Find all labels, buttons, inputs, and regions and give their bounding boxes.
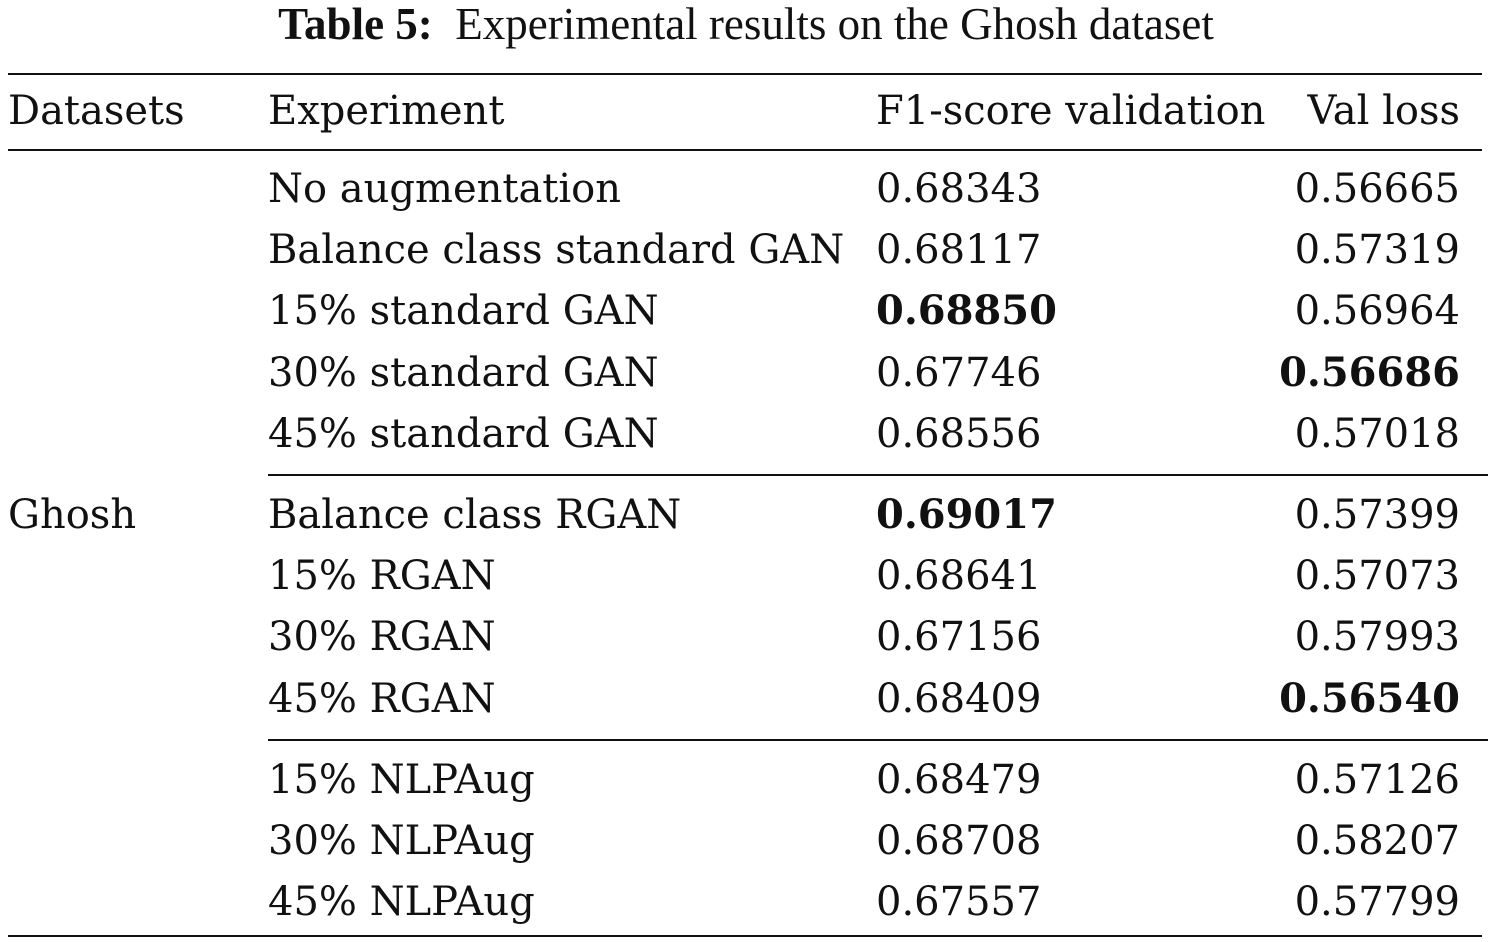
val-loss-cell: 0.56665 <box>1294 166 1460 212</box>
experiment-cell: Balance class standard GAN <box>268 227 845 273</box>
caption-label: Table 5: <box>278 0 433 49</box>
val-loss-cell: 0.57399 <box>1294 492 1460 538</box>
val-loss-cell: 0.57799 <box>1294 879 1460 925</box>
top-rule <box>8 73 1482 75</box>
group-separator-nlpaug <box>268 739 1488 741</box>
experiment-cell: 30% standard GAN <box>268 350 659 396</box>
val-loss-cell: 0.57018 <box>1294 411 1460 457</box>
val-loss-cell: 0.57319 <box>1294 227 1460 273</box>
f1-score-cell: 0.68409 <box>876 676 1042 722</box>
f1-score-cell: 0.67746 <box>876 350 1042 396</box>
f1-score-cell: 0.68343 <box>876 166 1042 212</box>
val-loss-cell: 0.57993 <box>1294 614 1460 660</box>
val-loss-cell: 0.56540 <box>1279 675 1460 722</box>
f1-score-cell: 0.68641 <box>876 553 1042 599</box>
experiment-cell: 45% NLPAug <box>268 879 535 925</box>
group-separator-rgan <box>268 474 1488 476</box>
header-f1-score: F1-score validation <box>876 88 1266 134</box>
experiment-cell: 30% NLPAug <box>268 818 535 864</box>
header-datasets: Datasets <box>8 88 185 134</box>
f1-score-cell: 0.67557 <box>876 879 1042 925</box>
f1-score-cell: 0.68850 <box>876 287 1057 334</box>
header-rule <box>8 149 1482 151</box>
val-loss-cell: 0.58207 <box>1294 818 1460 864</box>
experiment-cell: 30% RGAN <box>268 614 496 660</box>
table-caption: Table 5: Experimental results on the Gho… <box>0 0 1492 52</box>
f1-score-cell: 0.67156 <box>876 614 1042 660</box>
val-loss-cell: 0.57126 <box>1294 757 1460 803</box>
header-experiment: Experiment <box>268 88 505 134</box>
f1-score-cell: 0.69017 <box>876 491 1057 538</box>
dataset-name: Ghosh <box>8 492 137 538</box>
experiment-cell: 15% RGAN <box>268 553 496 599</box>
bottom-rule <box>8 935 1482 937</box>
header-val-loss: Val loss <box>1307 88 1461 134</box>
experiment-cell: 15% standard GAN <box>268 288 659 334</box>
experiment-cell: No augmentation <box>268 166 622 212</box>
val-loss-cell: 0.57073 <box>1294 553 1460 599</box>
val-loss-cell: 0.56686 <box>1279 349 1460 396</box>
experiment-cell: 45% standard GAN <box>268 411 659 457</box>
f1-score-cell: 0.68556 <box>876 411 1042 457</box>
f1-score-cell: 0.68708 <box>876 818 1042 864</box>
experiment-cell: Balance class RGAN <box>268 492 682 538</box>
f1-score-cell: 0.68479 <box>876 757 1042 803</box>
experiment-cell: 15% NLPAug <box>268 757 535 803</box>
caption-text: Experimental results on the Ghosh datase… <box>455 0 1214 49</box>
val-loss-cell: 0.56964 <box>1294 288 1460 334</box>
experiment-cell: 45% RGAN <box>268 676 496 722</box>
f1-score-cell: 0.68117 <box>876 227 1042 273</box>
